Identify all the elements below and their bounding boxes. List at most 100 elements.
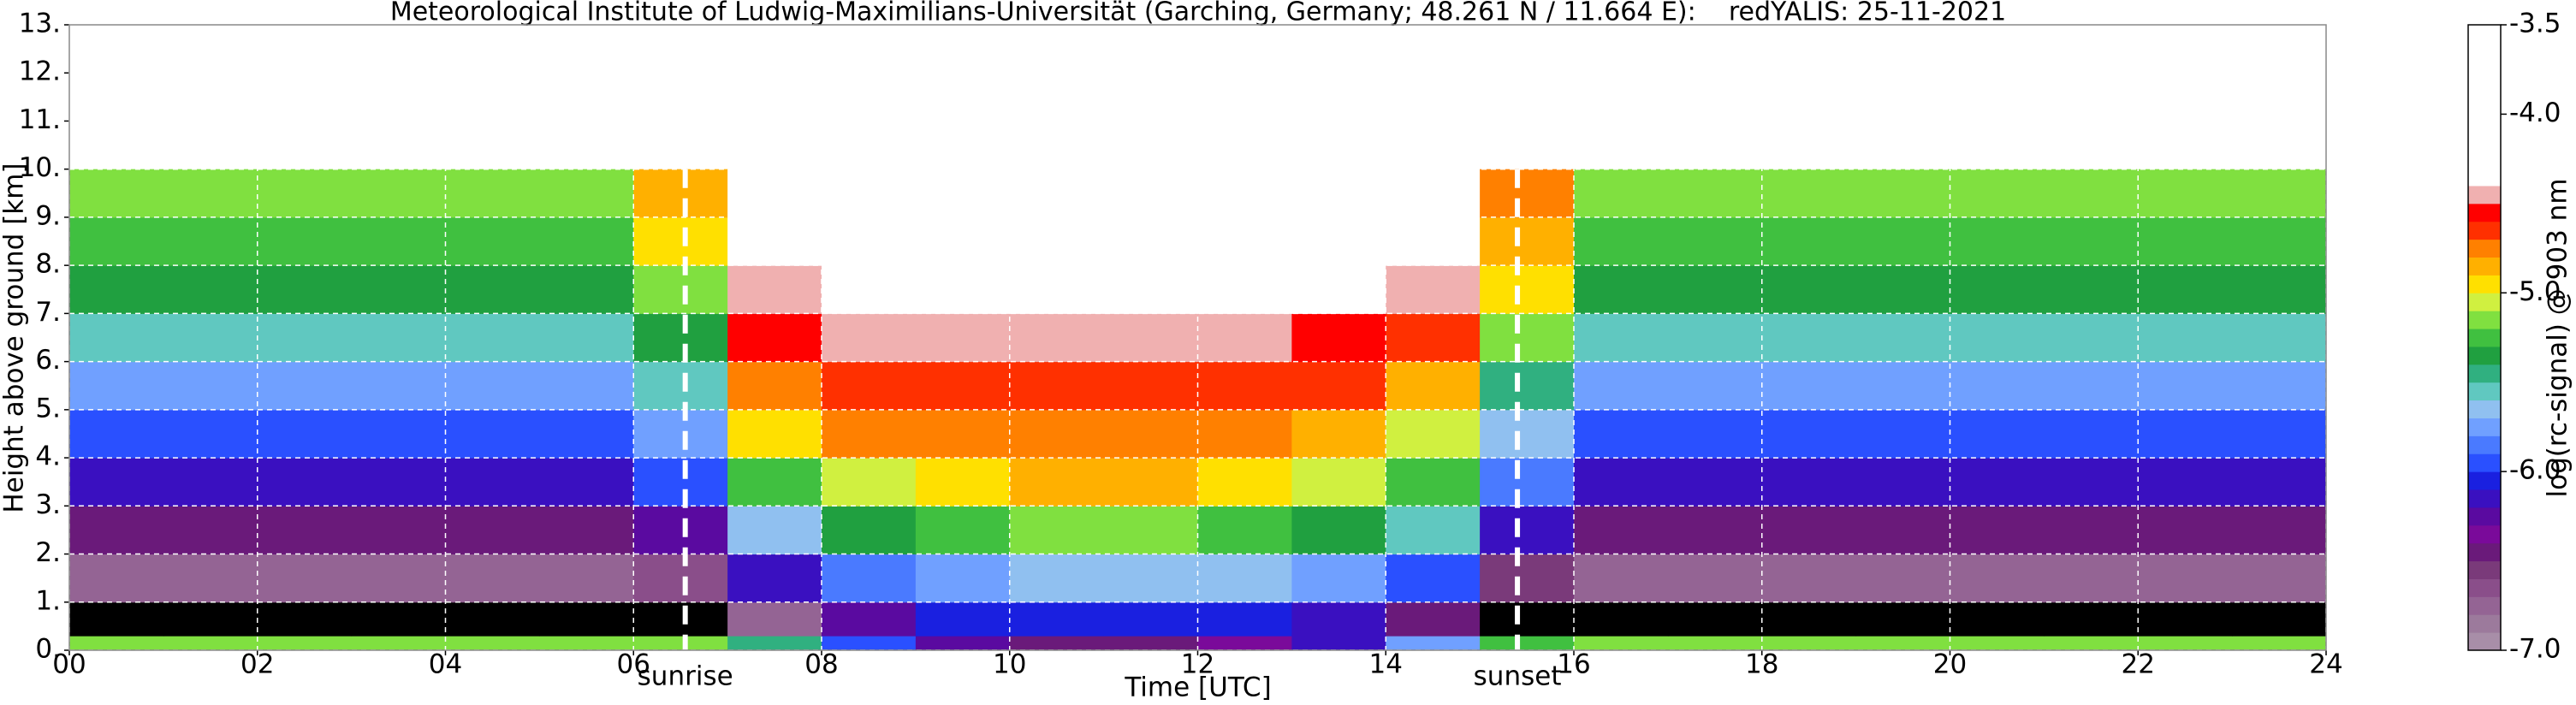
heat-cell — [1950, 554, 2045, 603]
heat-cell — [163, 601, 258, 637]
heat-cell — [1950, 265, 2045, 314]
heat-cell — [1103, 216, 1198, 266]
heat-cell — [727, 506, 822, 555]
colorbar-segment — [2468, 614, 2501, 633]
heat-cell — [445, 313, 540, 363]
colorbar-segment — [2468, 453, 2501, 472]
y-tick-label: 6. — [35, 345, 61, 376]
heat-cell — [1291, 554, 1386, 603]
colorbar-tick-label: -5.0 — [2509, 276, 2561, 307]
heat-cell — [633, 409, 728, 459]
heat-cell — [1667, 169, 1763, 218]
heat-cell — [445, 169, 540, 218]
heat-cell — [539, 313, 634, 363]
heat-cell — [2232, 409, 2327, 459]
heat-cell — [1855, 506, 1950, 555]
colorbar-segment — [2468, 25, 2501, 187]
heat-cell — [1103, 265, 1198, 314]
heat-cell — [539, 554, 634, 603]
heat-cell — [1386, 409, 1481, 459]
heat-cell — [351, 216, 446, 266]
heat-cell — [1197, 361, 1292, 411]
heat-cell — [915, 506, 1011, 555]
heat-cell — [351, 636, 446, 651]
y-tick-label: 2. — [35, 537, 61, 568]
colorbar-segment — [2468, 329, 2501, 347]
heat-cell — [1761, 506, 1857, 555]
colorbar-segment — [2468, 364, 2501, 383]
heat-cell — [1103, 506, 1198, 555]
heat-cell — [1574, 458, 1669, 507]
x-tick-label: 02 — [240, 649, 274, 680]
heat-cell — [1480, 458, 1575, 507]
heat-cell — [1761, 554, 1857, 603]
heat-cell — [163, 361, 258, 411]
y-tick-label: 4. — [35, 441, 61, 472]
heat-cell — [633, 216, 728, 266]
heat-cell — [69, 601, 164, 637]
heat-cell — [69, 636, 164, 651]
heat-cell — [727, 265, 822, 314]
heat-cell — [1480, 506, 1575, 555]
heat-cell — [257, 554, 353, 603]
heat-cell — [1197, 409, 1292, 459]
heat-cell — [2138, 409, 2233, 459]
heat-cell — [351, 506, 446, 555]
heat-cell — [1009, 313, 1105, 363]
heat-cell — [1009, 601, 1105, 637]
heat-cell — [1009, 506, 1105, 555]
heat-cell — [1291, 361, 1386, 411]
heat-cell — [1009, 636, 1105, 651]
colorbar-segment — [2468, 275, 2501, 293]
heat-cell — [539, 265, 634, 314]
heat-cell — [633, 169, 728, 218]
heat-cell — [163, 636, 258, 651]
heat-cell — [351, 601, 446, 637]
heat-cell — [1950, 458, 2045, 507]
heat-cell — [69, 169, 164, 218]
heat-cell — [1103, 601, 1198, 637]
heat-cell — [1761, 265, 1857, 314]
heat-cell — [1197, 458, 1292, 507]
heat-cell — [727, 216, 822, 266]
x-tick-label: 16 — [1557, 649, 1590, 680]
heat-cell — [1103, 169, 1198, 218]
heat-cell — [2044, 216, 2139, 266]
heat-cell — [163, 409, 258, 459]
heat-cell — [1667, 458, 1763, 507]
colorbar-segment — [2468, 257, 2501, 275]
heat-cell — [1103, 636, 1198, 651]
heat-cell — [257, 265, 353, 314]
heat-cell — [1009, 458, 1105, 507]
heat-cell — [1855, 601, 1950, 637]
heat-cell — [539, 361, 634, 411]
heat-cell — [1950, 601, 2045, 637]
y-tick-label: 3. — [35, 489, 61, 520]
heat-cell — [351, 313, 446, 363]
heat-cell — [1291, 313, 1386, 363]
heat-cell — [1197, 636, 1292, 651]
heat-cell — [1667, 506, 1763, 555]
x-tick-label: 08 — [804, 649, 838, 680]
heat-cell — [1009, 361, 1105, 411]
heat-cell — [351, 409, 446, 459]
heat-cell — [727, 361, 822, 411]
heat-cell — [1761, 601, 1857, 637]
heat-cell — [2044, 458, 2139, 507]
heat-cell — [1386, 506, 1481, 555]
colorbar-frame — [2467, 24, 2502, 651]
annotation-label: sunrise — [638, 661, 733, 692]
heat-cell — [1667, 265, 1763, 314]
colorbar-segment — [2468, 203, 2501, 222]
y-tick-label: 7. — [35, 297, 61, 328]
colorbar-segment — [2468, 489, 2501, 508]
heat-cell — [822, 361, 917, 411]
heat-cell — [69, 458, 164, 507]
heat-cell — [539, 216, 634, 266]
x-tick-label: 18 — [1745, 649, 1778, 680]
heat-cell — [1667, 636, 1763, 651]
heat-cell — [1761, 361, 1857, 411]
x-tick-label: 22 — [2122, 649, 2155, 680]
heat-cell — [2044, 313, 2139, 363]
colorbar-tick-label: -4.0 — [2509, 98, 2561, 128]
